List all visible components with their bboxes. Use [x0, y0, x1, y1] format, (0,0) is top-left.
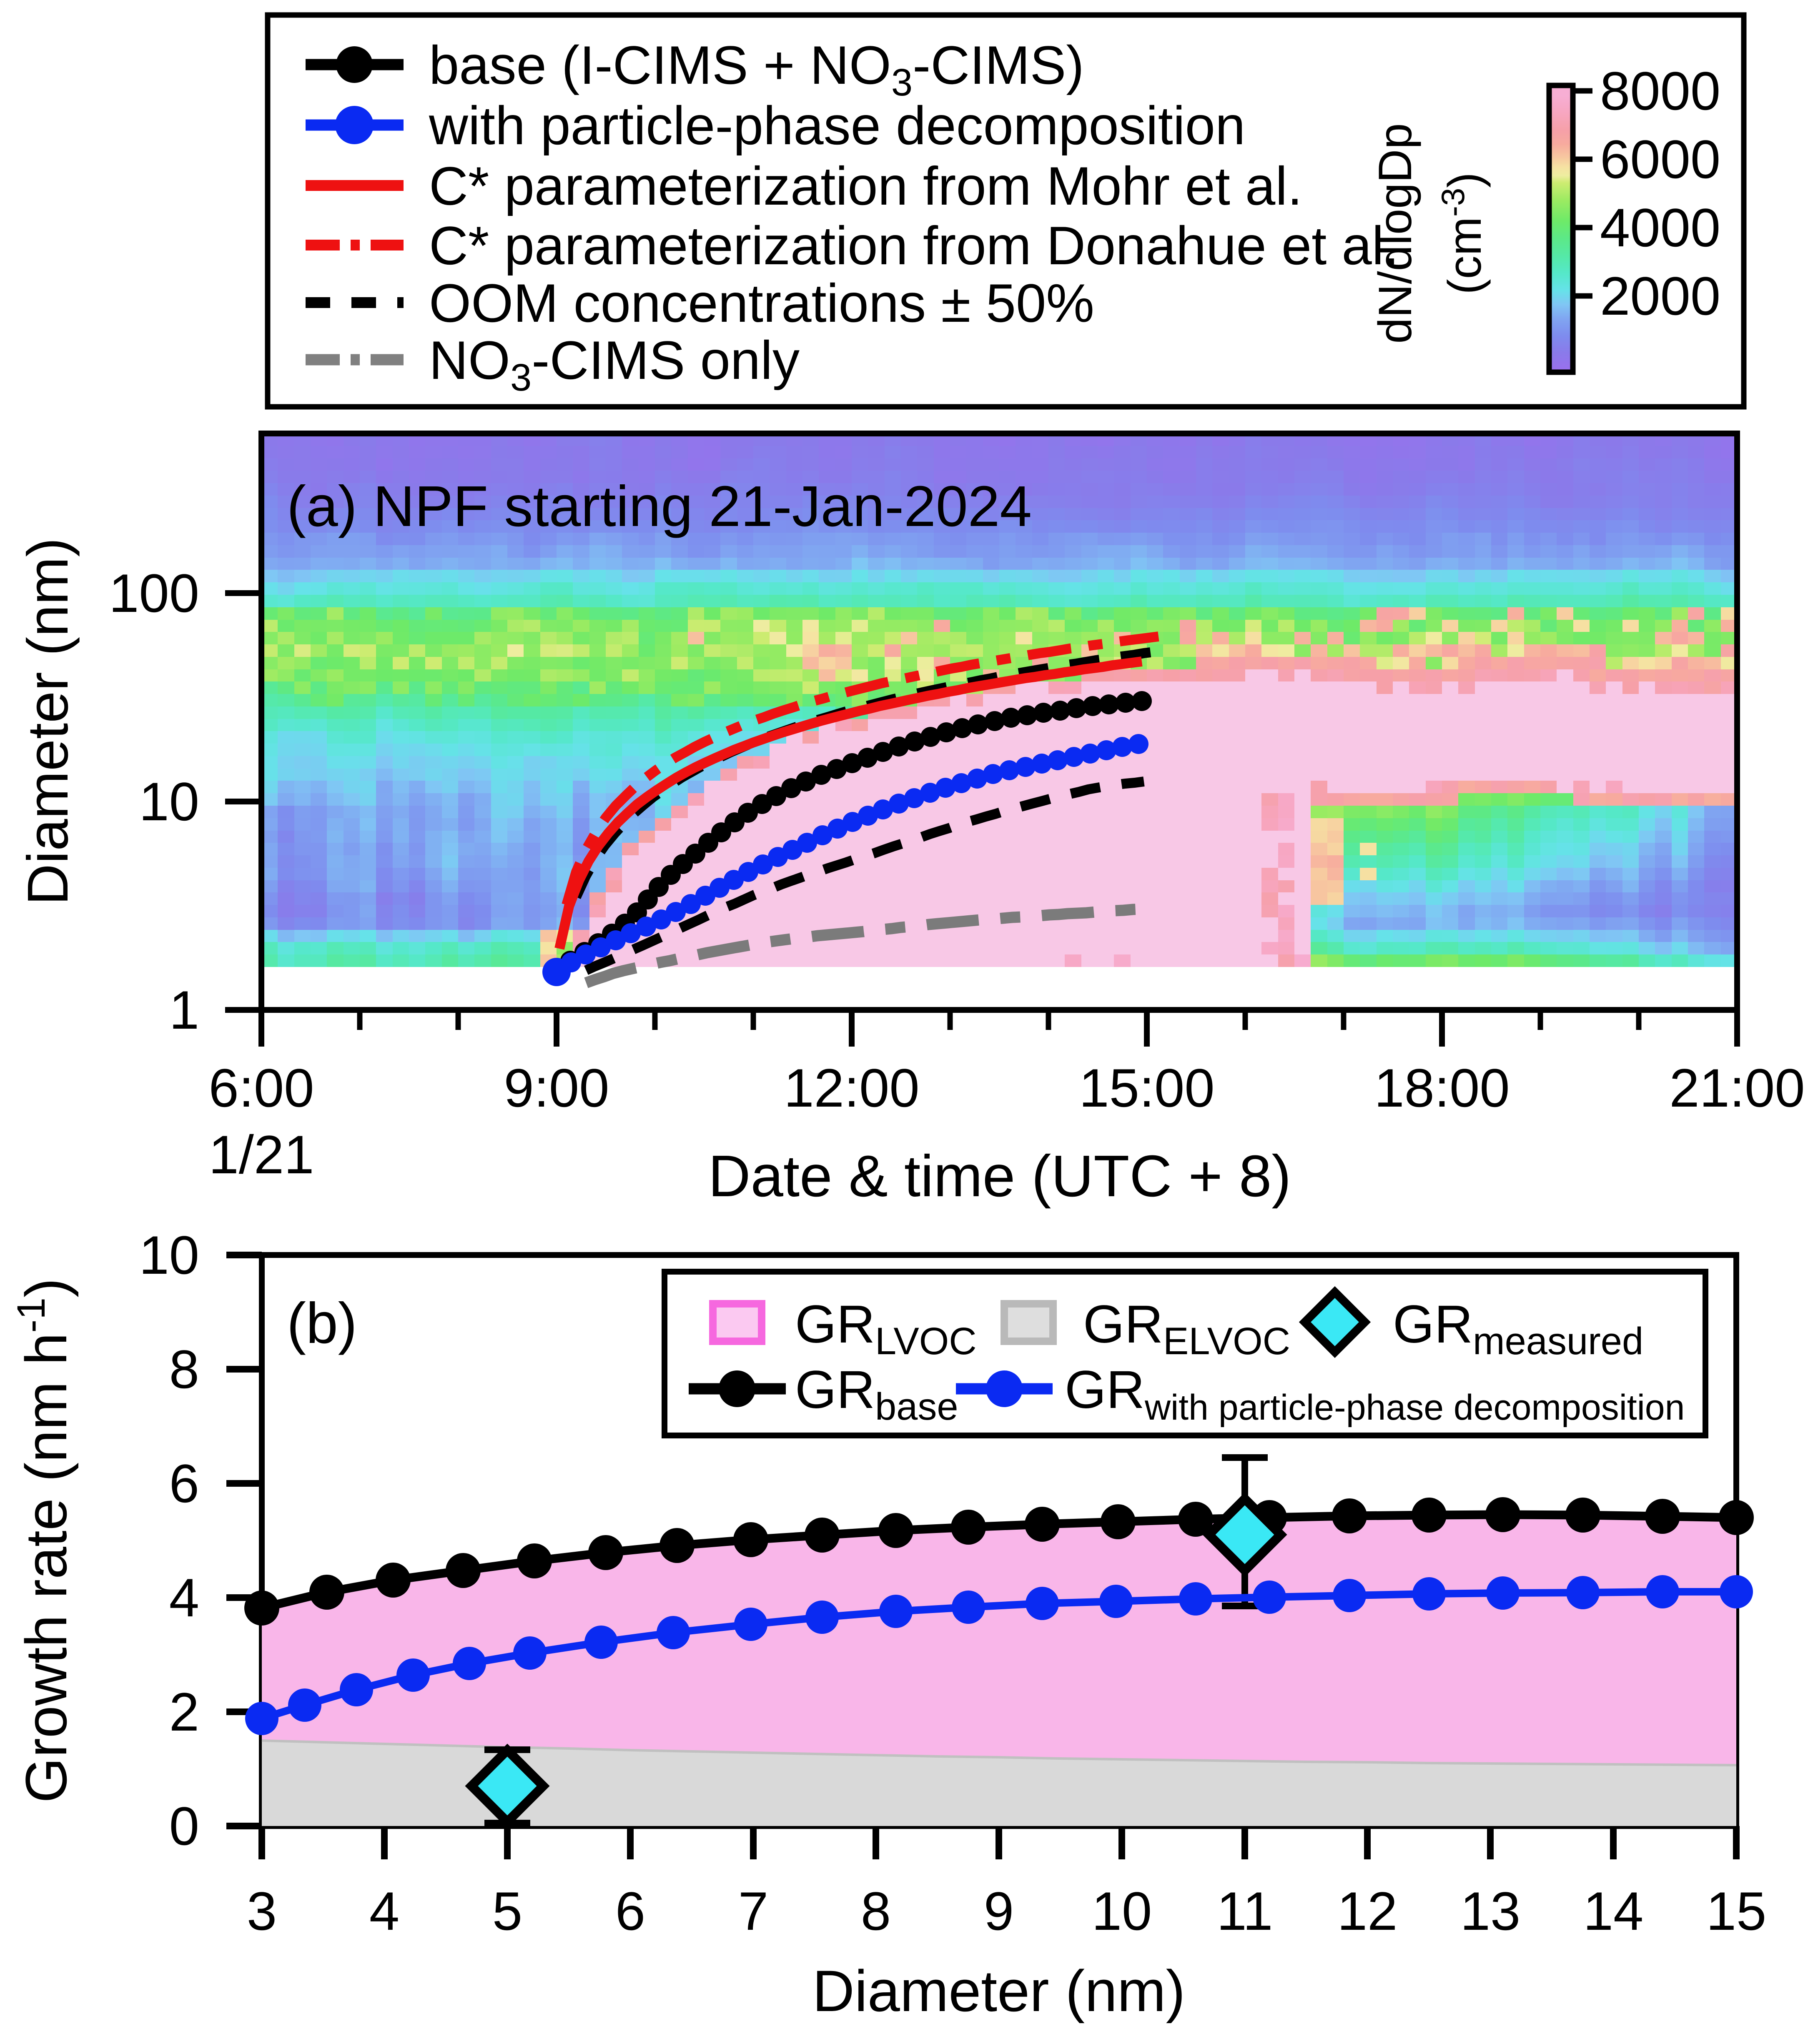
- svg-text:10: 10: [139, 1225, 199, 1285]
- svg-text:Date & time (UTC + 8): Date & time (UTC + 8): [708, 1143, 1291, 1209]
- svg-text:0: 0: [169, 1796, 199, 1856]
- svg-text:1: 1: [169, 979, 199, 1040]
- svg-text:14: 14: [1583, 1881, 1644, 1941]
- svg-text:6000: 6000: [1600, 129, 1720, 190]
- svg-text:with particle-phase decomposit: with particle-phase decomposition: [429, 95, 1245, 156]
- svg-text:2: 2: [169, 1681, 199, 1742]
- svg-text:100: 100: [109, 563, 199, 624]
- svg-text:8: 8: [169, 1339, 199, 1400]
- svg-text:10: 10: [1092, 1881, 1152, 1941]
- svg-text:Growth rate (nm h-1): Growth rate (nm h-1): [9, 1278, 79, 1803]
- svg-text:4: 4: [169, 1567, 199, 1628]
- svg-text:6: 6: [169, 1453, 199, 1514]
- svg-text:NO3-CIMS only: NO3-CIMS only: [429, 330, 800, 399]
- svg-text:4000: 4000: [1600, 197, 1720, 258]
- svg-text:OOM concentrations ± 50%: OOM concentrations ± 50%: [429, 273, 1094, 333]
- svg-text:11: 11: [1217, 1881, 1273, 1941]
- svg-text:15: 15: [1706, 1881, 1767, 1941]
- svg-text:9: 9: [984, 1881, 1014, 1941]
- svg-text:12: 12: [1337, 1881, 1398, 1941]
- svg-text:7: 7: [738, 1881, 768, 1941]
- svg-text:5: 5: [492, 1881, 522, 1941]
- svg-text:(a) NPF starting 21-Jan-2024: (a) NPF starting 21-Jan-2024: [287, 474, 1032, 539]
- svg-text:10: 10: [139, 771, 199, 832]
- svg-text:base (I-CIMS + NO3-CIMS): base (I-CIMS + NO3-CIMS): [429, 35, 1084, 104]
- svg-text:C* parameterization from Mohr: C* parameterization from Mohr et al.: [429, 155, 1302, 216]
- svg-text:(b): (b): [287, 1291, 357, 1355]
- svg-text:3: 3: [247, 1881, 277, 1941]
- svg-text:9:00: 9:00: [504, 1057, 609, 1118]
- svg-text:2000: 2000: [1600, 266, 1720, 326]
- svg-text:6: 6: [615, 1881, 645, 1941]
- svg-text:4: 4: [369, 1881, 399, 1941]
- svg-text:12:00: 12:00: [784, 1057, 919, 1118]
- svg-text:C* parameterization from Donah: C* parameterization from Donahue et al.: [429, 215, 1399, 276]
- svg-text:15:00: 15:00: [1079, 1057, 1214, 1118]
- svg-text:dN/dlogDp: dN/dlogDp: [1369, 123, 1421, 343]
- svg-text:21:00: 21:00: [1669, 1057, 1805, 1118]
- svg-text:8000: 8000: [1600, 60, 1720, 121]
- svg-text:18:00: 18:00: [1374, 1057, 1510, 1118]
- svg-text:6:00: 6:00: [208, 1057, 314, 1118]
- svg-text:Diameter (nm): Diameter (nm): [812, 1958, 1186, 2024]
- svg-text:8: 8: [861, 1881, 891, 1941]
- svg-text:Diameter (nm): Diameter (nm): [16, 538, 80, 905]
- svg-text:1/21: 1/21: [208, 1124, 314, 1185]
- svg-text:13: 13: [1460, 1881, 1521, 1941]
